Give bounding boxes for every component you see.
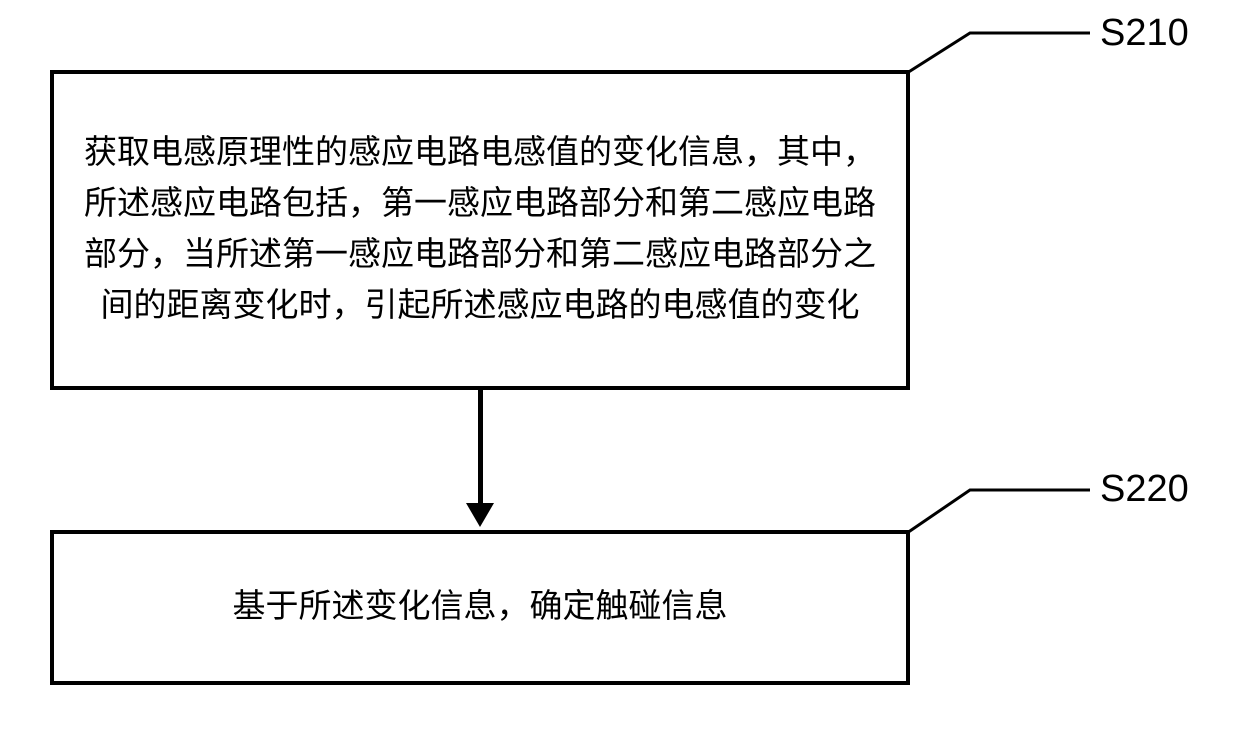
step-box-s220: 基于所述变化信息，确定触碰信息 [50,530,910,685]
step-label-s210: S210 [1100,12,1189,55]
step-box-s210: 获取电感原理性的感应电路电感值的变化信息，其中，所述感应电路包括，第一感应电路部… [50,70,910,390]
step-text-s210: 获取电感原理性的感应电路电感值的变化信息，其中，所述感应电路包括，第一感应电路部… [84,128,876,333]
arrow-s210-s220 [466,503,494,527]
connector-s210-s220 [478,390,483,505]
step-text-s220: 基于所述变化信息，确定触碰信息 [233,582,728,633]
step-label-s220: S220 [1100,468,1189,511]
flowchart-container: 获取电感原理性的感应电路电感值的变化信息，其中，所述感应电路包括，第一感应电路部… [0,0,1240,755]
